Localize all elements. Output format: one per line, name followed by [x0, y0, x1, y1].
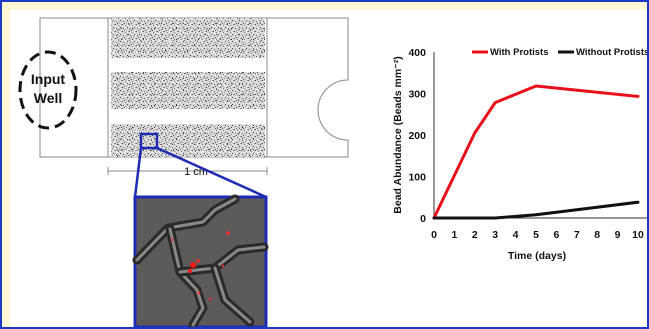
scale-bar-label: 1 cm — [184, 166, 208, 178]
x-tick-labels: 0 1 2 3 4 5 6 7 8 9 10 — [431, 229, 644, 241]
series-line-with-protists — [432, 84, 640, 220]
y-tick-label: 200 — [408, 130, 426, 142]
x-tick-label: 6 — [553, 229, 559, 241]
figure-canvas: Input Well 1 cm — [10, 10, 647, 327]
x-tick-label: 8 — [594, 229, 600, 241]
series-line-without-protists — [432, 200, 640, 220]
y-tick-labels: 0 100 200 300 400 — [408, 47, 426, 225]
x-tick-label: 2 — [472, 229, 478, 241]
zoom-inset — [132, 132, 269, 327]
x-tick-label: 5 — [533, 229, 539, 241]
x-axis-title: Time (days) — [508, 250, 566, 262]
legend-entry: Without Protists — [576, 47, 647, 58]
channel-band-middle — [111, 72, 265, 109]
input-well-label-line1: Input — [31, 71, 66, 87]
x-tick-label: 0 — [431, 229, 437, 241]
chart-legend: With Protists Without Protists — [472, 47, 647, 58]
x-tick-label: 4 — [513, 229, 519, 241]
zoom-source-box — [139, 132, 159, 150]
micrograph-red-beads — [170, 231, 230, 301]
microfluidic-device: Input Well 1 cm — [18, 17, 349, 178]
series-layer — [432, 84, 640, 220]
y-tick-label: 300 — [408, 89, 426, 101]
x-tick-label: 3 — [492, 229, 498, 241]
input-well-label-line2: Well — [34, 90, 63, 106]
channel-band-bottom — [111, 124, 265, 157]
figure-svg: Input Well 1 cm — [18, 17, 647, 327]
x-tick-label: 9 — [615, 229, 621, 241]
y-axis-title: Bead Abundance (Beads mm⁻²) — [392, 56, 404, 213]
input-well-circle — [18, 50, 78, 130]
x-tick-label: 7 — [574, 229, 580, 241]
y-tick-label: 100 — [408, 172, 426, 184]
channel-band-top — [111, 18, 265, 58]
bead-abundance-chart: 0 100 200 300 400 0 1 2 3 4 5 6 7 8 9 10 With Protists… — [392, 47, 647, 262]
micrograph-channel-walls — [132, 194, 269, 327]
legend-entry: With Protists — [490, 47, 549, 58]
y-tick-label: 400 — [408, 47, 426, 59]
x-tick-label: 1 — [451, 229, 457, 241]
x-tick-label: 10 — [632, 229, 644, 241]
y-tick-label: 0 — [420, 213, 426, 225]
